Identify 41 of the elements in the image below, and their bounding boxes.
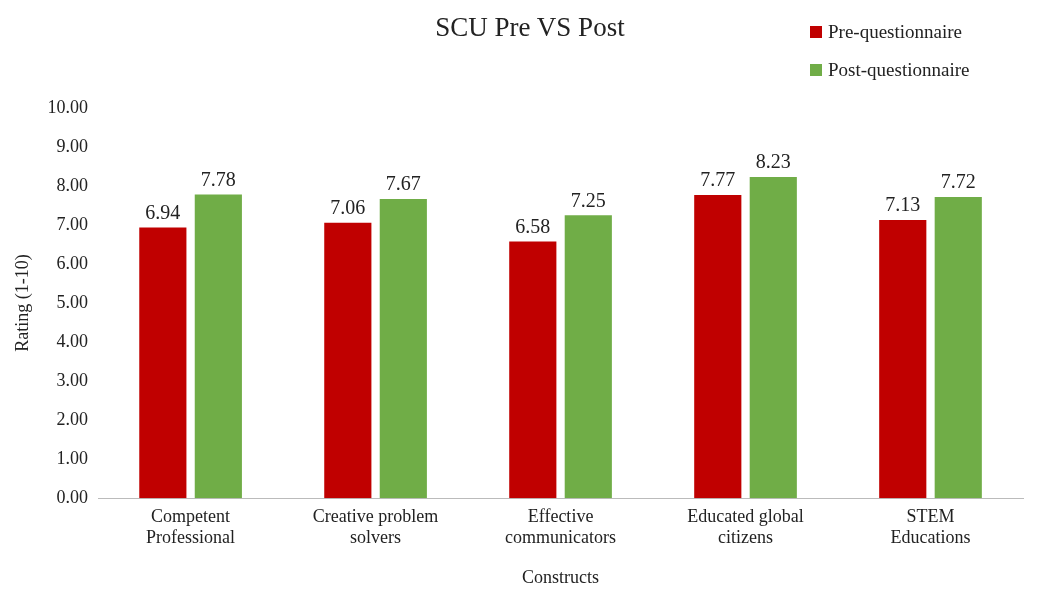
bar: [934, 196, 982, 499]
data-label: 7.77: [700, 168, 736, 191]
data-label: 7.67: [385, 172, 421, 195]
bar: [509, 241, 557, 499]
data-label: 8.23: [755, 150, 791, 173]
y-tick-label: 6.00: [56, 252, 89, 273]
y-tick-label: 0.00: [56, 486, 89, 507]
bar: [139, 227, 187, 499]
y-tick-label: 8.00: [56, 174, 89, 195]
legend-label: Pre-questionnaire: [828, 21, 963, 43]
legend-label: Post-questionnaire: [828, 59, 970, 81]
x-tick-label: Educated global citizens: [687, 505, 804, 548]
data-label: 6.94: [145, 200, 181, 223]
data-label: 7.78: [200, 167, 236, 190]
bar: [879, 219, 927, 499]
x-tick-label: Effective communicators: [505, 505, 617, 548]
data-label: 7.13: [885, 193, 921, 216]
data-label: 7.25: [570, 188, 606, 211]
data-label: 7.72: [940, 170, 976, 193]
x-tick-label: Competent Professional: [146, 505, 236, 548]
y-tick-label: 4.00: [56, 330, 89, 351]
y-tick-label: 7.00: [56, 213, 89, 234]
y-tick-label: 10.00: [47, 96, 89, 117]
y-tick-label: 1.00: [56, 447, 89, 468]
y-tick-label: 5.00: [56, 291, 89, 312]
bar: [324, 222, 372, 499]
bar: [379, 198, 427, 499]
bar: [564, 215, 612, 499]
bar: [694, 195, 742, 499]
y-axis-title: Rating (1-10): [11, 254, 33, 352]
data-label: 7.06: [330, 195, 366, 218]
x-axis-title: Constructs: [522, 566, 600, 587]
y-tick-label: 2.00: [56, 408, 89, 429]
y-tick-label: 9.00: [56, 135, 89, 156]
bar: [194, 194, 242, 499]
chart-title: SCU Pre VS Post: [434, 12, 626, 43]
data-label: 6.58: [515, 214, 551, 237]
x-tick-label: STEM Educations: [890, 505, 971, 548]
x-tick-label: Creative problem solvers: [312, 505, 439, 548]
y-tick-label: 3.00: [56, 369, 89, 390]
bar: [749, 177, 797, 499]
